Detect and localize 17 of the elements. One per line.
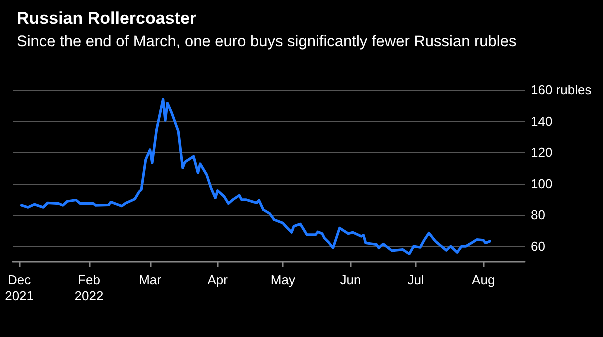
x-tick-label: May xyxy=(270,272,296,288)
y-tick-label: 140 xyxy=(531,114,553,129)
chart-subtitle: Since the end of March, one euro buys significantly fewer Russian rubles xyxy=(17,34,517,50)
x-tick-label: Jul xyxy=(408,272,424,288)
x-tick-label: Jun xyxy=(340,272,362,288)
y-tick-label: 60 xyxy=(531,238,546,254)
y-tick-label: 120 xyxy=(531,145,553,160)
line-series xyxy=(20,98,492,256)
x-tick-label: Mar xyxy=(139,272,162,288)
x-tick-label: Apr xyxy=(208,272,229,288)
y-tick-label: 80 xyxy=(531,208,546,223)
chart-title: Russian Rollercoaster xyxy=(17,9,197,28)
x-tick-label: Aug xyxy=(472,272,496,288)
x-tick-label: Feb 2022 xyxy=(74,272,104,304)
y-tick-label: 100 xyxy=(531,176,553,192)
y-tick-label: 160 rubles xyxy=(531,82,592,98)
x-tick-label: Dec 2021 xyxy=(5,272,34,304)
